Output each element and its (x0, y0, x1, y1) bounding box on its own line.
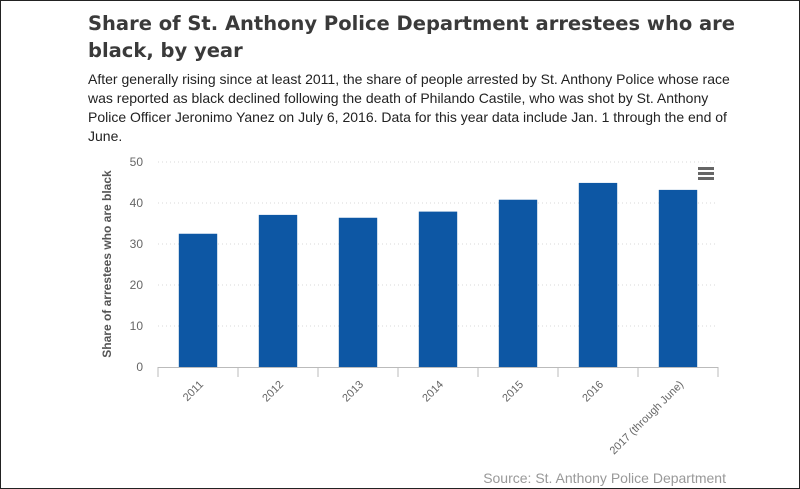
x-tick-label: 2011 (181, 379, 206, 404)
chart-subtitle: After generally rising since at least 20… (88, 71, 730, 144)
bar[interactable] (418, 211, 458, 367)
x-tick-label: 2015 (500, 379, 526, 405)
y-tick-label: 50 (130, 155, 144, 169)
chart-title: Share of St. Anthony Police Department a… (88, 12, 736, 62)
bar[interactable] (658, 189, 698, 367)
y-tick-label: 40 (130, 196, 144, 210)
bar[interactable] (498, 199, 538, 367)
y-tick-label: 20 (130, 278, 144, 292)
chart-menu-button[interactable] (696, 165, 718, 183)
x-tick-label: 2014 (420, 379, 446, 405)
bars (178, 182, 698, 367)
bar[interactable] (578, 182, 618, 367)
axes: 0 10 20 30 40 50 2011 2012 2013 2014 2015 2016 2017 … (130, 155, 719, 458)
x-tick-label: 2012 (260, 379, 286, 405)
bar[interactable] (338, 217, 378, 367)
grid-lines (158, 161, 718, 327)
bar[interactable] (178, 233, 218, 367)
y-tick-label: 10 (130, 319, 144, 333)
y-axis-label: Share of arrestees who are black (100, 170, 114, 358)
x-tick-label: 2016 (580, 379, 606, 405)
y-tick-label: 30 (130, 237, 144, 251)
hamburger-menu-icon (698, 167, 714, 170)
bar[interactable] (258, 214, 298, 367)
source-credit: Source: St. Anthony Police Department (483, 470, 726, 486)
x-tick-label: 2013 (340, 379, 366, 405)
x-tick-label: 2017 (through June) (608, 379, 687, 458)
y-tick-label: 0 (136, 360, 143, 374)
